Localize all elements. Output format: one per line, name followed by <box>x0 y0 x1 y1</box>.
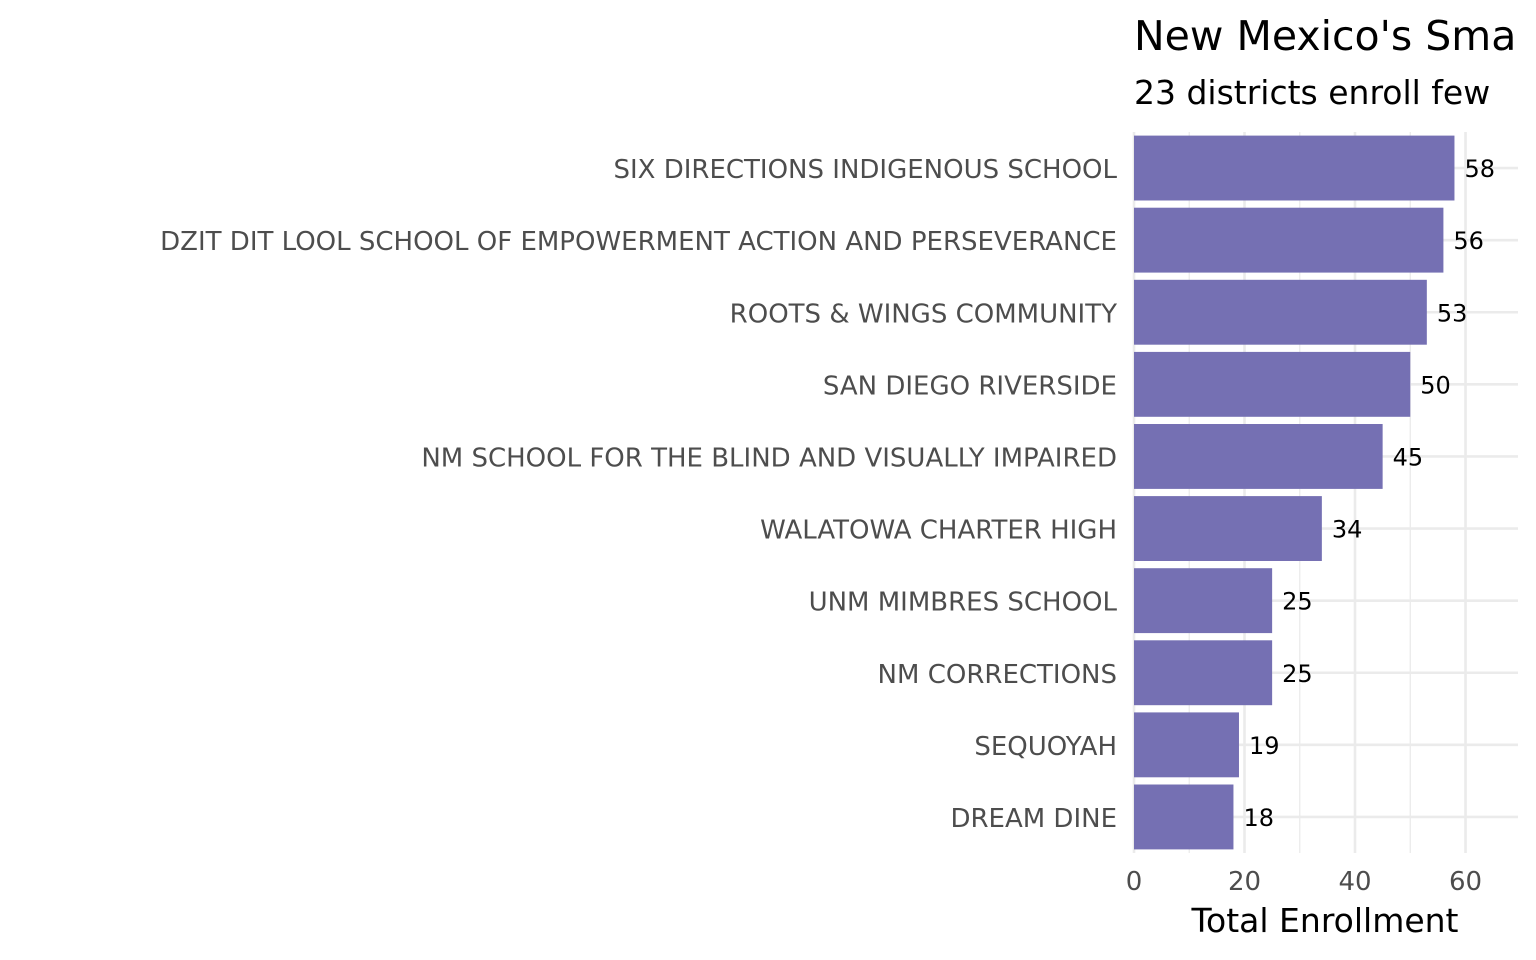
bar <box>1134 351 1411 417</box>
category-label: UNM MIMBRES SCHOOL <box>809 588 1118 618</box>
category-label: SAN DIEGO RIVERSIDE <box>823 371 1117 401</box>
bar-value-label: 50 <box>1420 371 1451 399</box>
category-label: SEQUOYAH <box>974 732 1117 762</box>
x-tick-label: 40 <box>1338 867 1371 897</box>
bar-value-label: 34 <box>1332 516 1363 544</box>
x-tick-label: 0 <box>1126 867 1143 897</box>
category-labels: SIX DIRECTIONS INDIGENOUS SCHOOL DZIT DIT… <box>160 155 1117 834</box>
bars <box>1134 135 1455 850</box>
bar <box>1134 784 1234 850</box>
category-label: ROOTS & WINGS COMMUNITY <box>730 299 1117 329</box>
bar <box>1134 207 1444 273</box>
bar-value-label: 25 <box>1282 588 1313 616</box>
bar <box>1134 135 1455 201</box>
category-label: SIX DIRECTIONS INDIGENOUS SCHOOL <box>613 155 1117 185</box>
bar <box>1134 496 1322 561</box>
bar-value-label: 25 <box>1282 660 1313 688</box>
x-tick-label: 60 <box>1449 867 1482 897</box>
bar <box>1134 640 1273 706</box>
chart-title: New Mexico's Sma <box>1134 12 1516 60</box>
bar-value-label: 53 <box>1437 299 1468 327</box>
bar-value-label: 58 <box>1464 155 1495 183</box>
category-label: DZIT DIT LOOL SCHOOL OF EMPOWERMENT ACTI… <box>160 227 1117 257</box>
bar-value-label: 45 <box>1393 443 1424 471</box>
category-label: DREAM DINE <box>950 804 1117 834</box>
category-label: WALATOWA CHARTER HIGH <box>760 516 1117 546</box>
x-axis-title: Total Enrollment <box>1191 901 1459 940</box>
chart-subtitle: 23 districts enroll few <box>1134 73 1490 112</box>
bar <box>1134 424 1383 489</box>
bar <box>1134 279 1427 345</box>
bar-value-label: 56 <box>1453 227 1484 255</box>
bar <box>1134 712 1239 778</box>
x-tick-label: 20 <box>1228 867 1261 897</box>
data-labels: 58 56 53 50 45 34 25 25 19 18 <box>1243 155 1495 832</box>
bar <box>1134 568 1273 634</box>
x-tick-labels: 0 20 40 60 <box>1126 867 1482 897</box>
category-label: NM SCHOOL FOR THE BLIND AND VISUALLY IMP… <box>421 443 1117 473</box>
category-label: NM CORRECTIONS <box>878 660 1117 690</box>
bar-value-label: 19 <box>1249 732 1280 760</box>
bar-value-label: 18 <box>1243 804 1274 832</box>
